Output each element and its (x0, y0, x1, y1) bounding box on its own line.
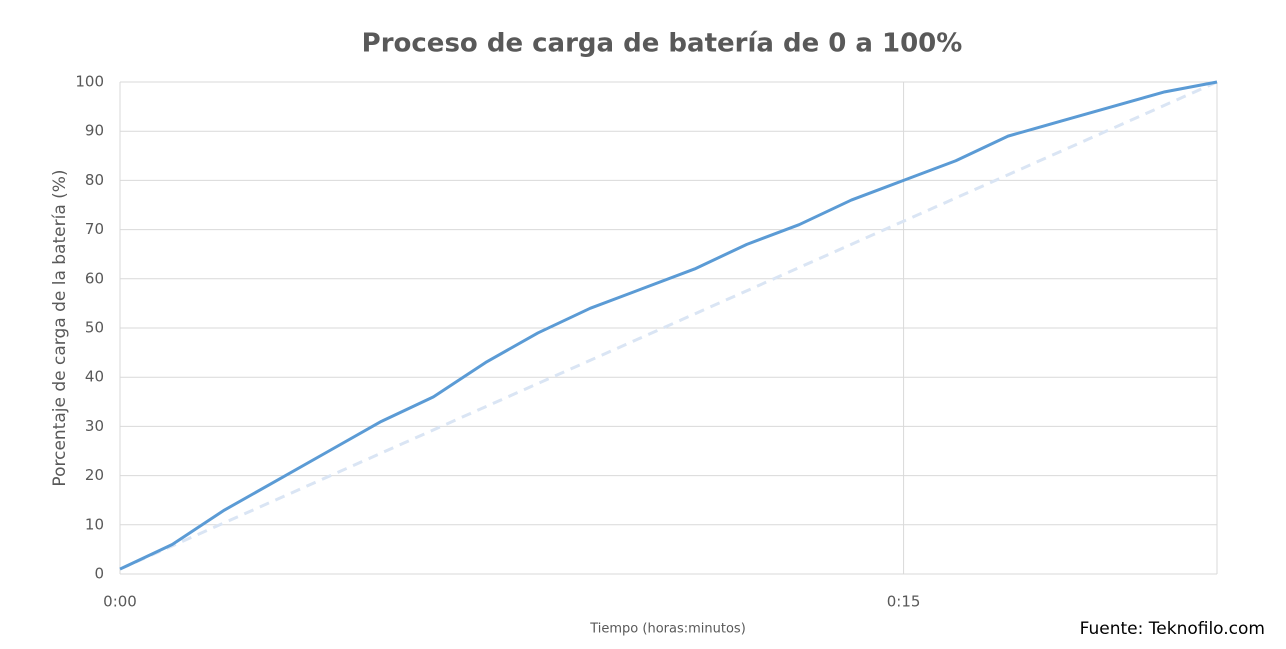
y-tick-label: 60 (85, 269, 104, 287)
y-tick-label: 10 (85, 515, 104, 533)
y-tick-label: 90 (85, 122, 104, 140)
x-axis-label: Tiempo (horas:minutos) (589, 622, 746, 637)
data-line (119, 80, 1218, 571)
y-tick-label: 50 (85, 319, 104, 337)
y-tick-label: 70 (85, 220, 104, 238)
x-tick-label: 0:00 (103, 593, 137, 611)
y-tick-label: 100 (75, 73, 104, 91)
y-axis-label: Porcentaje de carga de la batería (%) (50, 169, 70, 486)
data-line (119, 80, 1218, 571)
y-tick-label: 20 (85, 466, 104, 484)
y-tick-label: 30 (85, 417, 104, 435)
source: Fuente: Teknofilo.com (1080, 619, 1265, 639)
x-tick-label: 0:15 (887, 593, 921, 611)
chart-title: Proceso de carga de batería de 0 a 100% (362, 29, 963, 59)
y-tick-label: 0 (94, 565, 104, 583)
y-tick-label: 80 (85, 171, 104, 189)
y-tick-label: 40 (85, 368, 104, 386)
